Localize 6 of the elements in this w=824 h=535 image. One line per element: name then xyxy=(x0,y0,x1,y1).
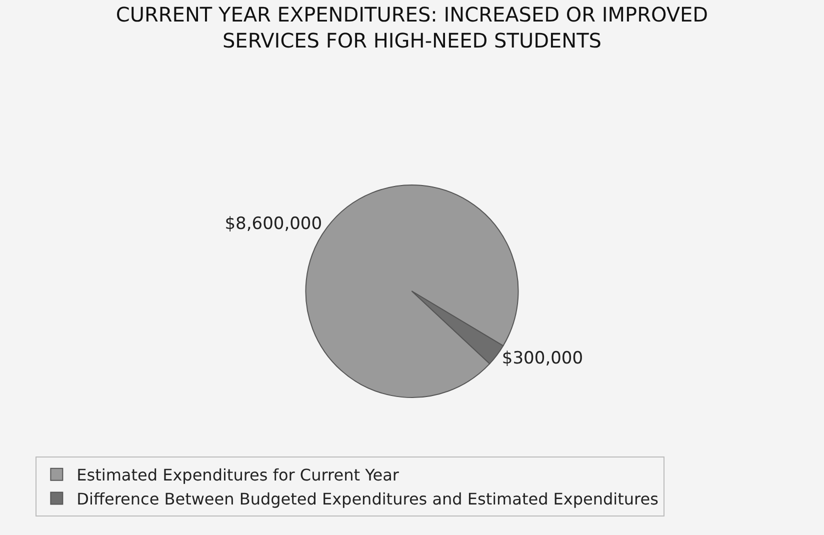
legend-label: Difference Between Budgeted Expenditures and Estimated Expenditures xyxy=(76,489,658,508)
data-label: $8,600,000 xyxy=(224,214,322,234)
data-label: $300,000 xyxy=(502,348,584,369)
chart-title: CURRENT YEAR EXPENDITURES: INCREASED OR IMPROVED SERVICES FOR HIGH-NEED STUDENTS xyxy=(116,2,708,52)
pie-slice xyxy=(412,290,504,364)
legend-label: Estimated Expenditures for Current Year xyxy=(76,466,400,485)
